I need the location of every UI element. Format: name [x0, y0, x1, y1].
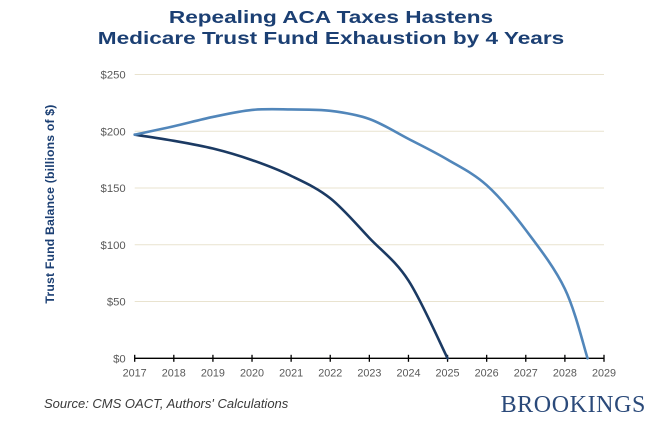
- svg-text:2022: 2022: [318, 367, 342, 379]
- svg-text:2023: 2023: [357, 367, 381, 379]
- svg-text:2029: 2029: [592, 367, 616, 379]
- svg-text:2020: 2020: [240, 367, 264, 379]
- svg-text:$200: $200: [101, 126, 126, 138]
- svg-text:2017: 2017: [123, 367, 147, 379]
- svg-text:$50: $50: [107, 297, 126, 309]
- svg-text:2019: 2019: [201, 367, 225, 379]
- svg-text:$100: $100: [101, 240, 126, 252]
- svg-text:2018: 2018: [162, 367, 186, 379]
- svg-text:$150: $150: [101, 183, 126, 195]
- svg-text:2025: 2025: [436, 367, 460, 379]
- svg-text:2021: 2021: [279, 367, 303, 379]
- svg-text:$0: $0: [113, 353, 126, 365]
- svg-text:2028: 2028: [553, 367, 577, 379]
- svg-text:2027: 2027: [514, 367, 538, 379]
- svg-text:2024: 2024: [396, 367, 420, 379]
- svg-text:$250: $250: [101, 70, 126, 82]
- svg-text:2026: 2026: [475, 367, 499, 379]
